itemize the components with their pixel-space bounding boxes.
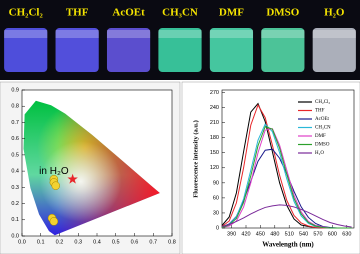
solvent-label: H₂O (324, 7, 345, 19)
vial-shine (55, 30, 99, 38)
point (51, 181, 60, 190)
y-tick-label: 0.9 (11, 87, 19, 93)
vial (4, 28, 48, 72)
vial (106, 28, 151, 72)
x-tick-label: 0.5 (112, 239, 120, 245)
y-tick-label: 0 (216, 225, 219, 231)
x-tick-label: 390 (227, 231, 236, 237)
y-tick-label: 60 (213, 195, 219, 201)
legend-label: AcOEt (315, 117, 329, 122)
x-tick-label: 510 (285, 231, 294, 237)
y-tick-label: 30 (213, 210, 219, 216)
vial-shine (312, 30, 356, 38)
x-tick-label: 0.4 (93, 239, 101, 245)
x-tick-label: 0.3 (74, 239, 82, 245)
x-tick-label: 450 (256, 231, 265, 237)
legend-label: CH₃CN (315, 126, 331, 131)
y-tick-label: 120 (210, 165, 219, 171)
x-tick-label: 0.1 (37, 239, 45, 245)
y-tick-label: 0.1 (11, 217, 19, 223)
vial (55, 28, 99, 72)
y-tick-label: 270 (210, 90, 219, 96)
vial-shine (106, 30, 151, 38)
y-tick-label: 90 (213, 180, 219, 186)
legend-label: H₂O (315, 151, 324, 156)
vial-shine (261, 30, 305, 38)
y-tick-label: 0.6 (11, 136, 19, 142)
plot-area (221, 89, 355, 229)
solvent-label: CH₃CN (162, 7, 198, 19)
x-tick-label: 570 (313, 231, 322, 237)
y-tick-label: 0.3 (11, 185, 19, 191)
x-tick-label: 0.7 (149, 239, 157, 245)
x-tick-label: 0.2 (56, 239, 64, 245)
vial-shine (4, 30, 48, 38)
y-tick-label: 180 (210, 135, 219, 141)
x-tick-label: 630 (342, 231, 351, 237)
vial (312, 28, 356, 72)
spectra-panel (181, 81, 360, 254)
x-tick-label: 540 (299, 231, 308, 237)
y-tick-label: 0.5 (11, 152, 19, 158)
legend-label: CH₂Cl₂ (315, 100, 330, 105)
x-tick-label: 480 (270, 231, 279, 237)
solvent-label: CH₂Cl₂ (9, 7, 44, 19)
x-tick-label: 0.0 (18, 239, 26, 245)
vial (158, 28, 202, 72)
solvent-label: DMSO (266, 7, 299, 19)
vial-shine (158, 30, 202, 38)
y-tick-label: 210 (210, 120, 219, 126)
y-tick-label: 150 (210, 150, 219, 156)
x-tick-label: 420 (241, 231, 250, 237)
point (49, 217, 59, 226)
solvent-label: DMF (219, 7, 244, 19)
vial (209, 28, 254, 72)
y-tick-label: 0.2 (11, 201, 19, 207)
y-tick-label: 0.4 (11, 169, 19, 175)
highlight-point (67, 173, 78, 184)
color-gamut (23, 100, 160, 236)
cie-chart: 0.0 0.1 0.2 0.3 0.4 0.5 0.6 0.7 0.8 0.0 0.1 0.2 0.3 0… (11, 87, 175, 245)
y-tick-label: 0.0 (11, 233, 19, 239)
vial (261, 28, 305, 72)
x-tick-label: 0.8 (168, 239, 176, 245)
y-tick-label: 0.8 (11, 104, 19, 110)
legend-label: DMF (315, 134, 326, 139)
solvent-label: THF (66, 7, 89, 19)
spectra-chart: 390 420 450 480 510 540 570 600 630 0 30 60 90 120 150… (192, 89, 355, 249)
solvent-label: AcOEt (112, 7, 145, 19)
series-line (221, 126, 352, 229)
x-axis-label: Wavelength (nm) (262, 241, 314, 249)
y-tick-label: 0.7 (11, 120, 19, 126)
y-tick-label: 240 (210, 105, 219, 111)
y-axis-label: Fluorescence intensity (a.u.) (192, 120, 199, 198)
legend-label: DMSO (315, 143, 330, 148)
series-line (221, 204, 352, 228)
legend-label: THF (315, 109, 325, 114)
vial-shine (209, 30, 254, 38)
x-tick-label: 0.6 (131, 239, 139, 245)
photo: CH₂Cl₂ THF AcOEt CH₃CN DMF DMSO H₂O (4, 7, 356, 72)
annotation: in H₂O (39, 166, 69, 177)
x-tick-label: 600 (328, 231, 337, 237)
